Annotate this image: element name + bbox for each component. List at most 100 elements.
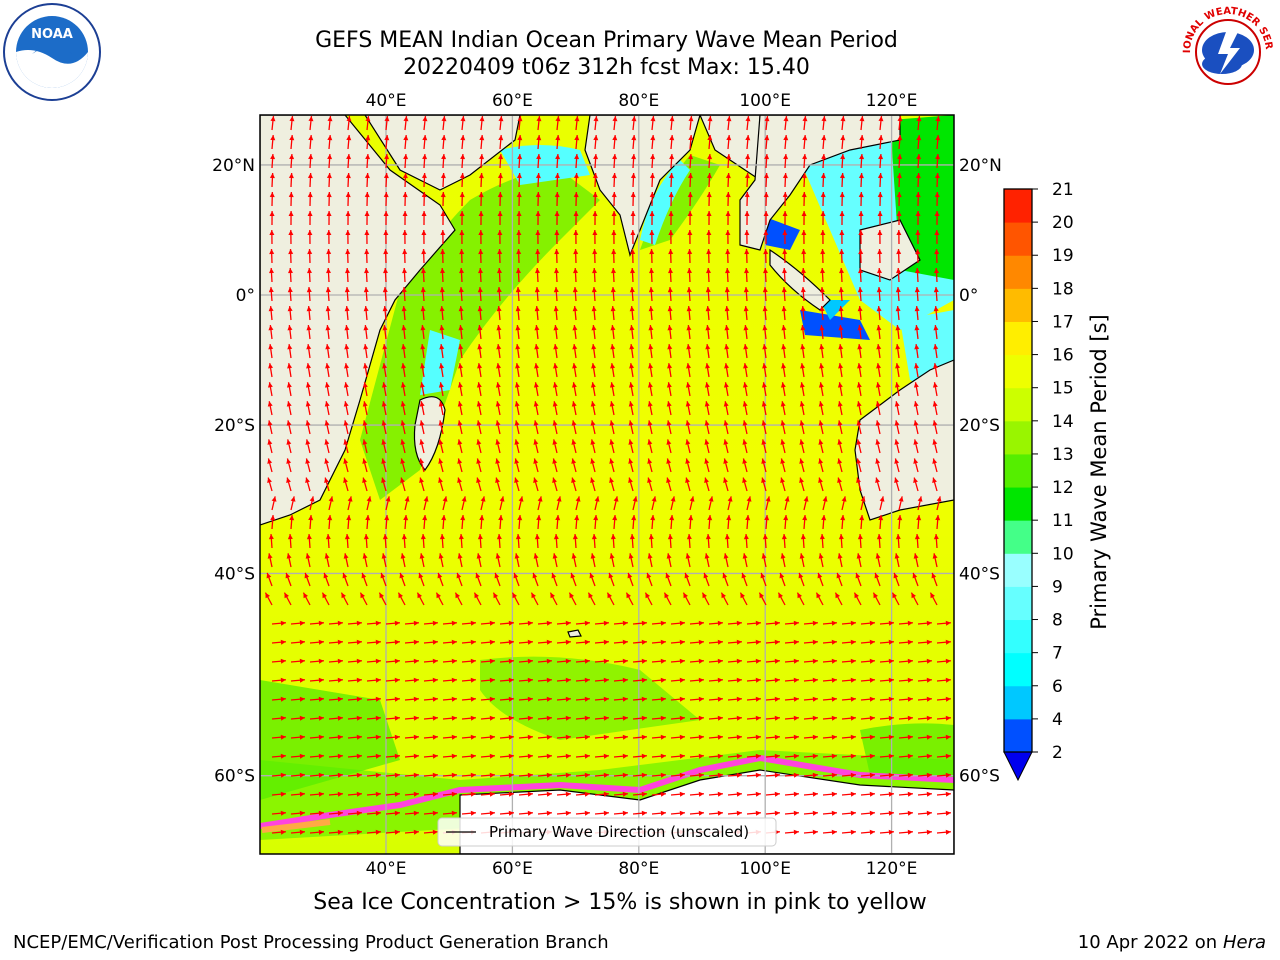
wave-arrowhead xyxy=(782,173,788,179)
wave-arrowhead xyxy=(819,534,825,540)
wave-arrowhead xyxy=(432,810,438,816)
wave-arrowhead xyxy=(744,268,749,274)
wave-arrowhead xyxy=(630,211,636,217)
wave-arrowhead xyxy=(679,753,685,759)
wave-arrowhead xyxy=(591,363,597,369)
wave-arrowhead xyxy=(755,677,761,683)
wave-arrowhead xyxy=(344,325,350,331)
wave-arrowhead xyxy=(280,658,286,664)
wave-arrowhead xyxy=(565,715,571,721)
wave-arrowhead xyxy=(608,572,614,579)
wave-arrowhead xyxy=(763,268,768,274)
wave-arrowhead xyxy=(736,620,742,626)
wave-arrowhead xyxy=(626,592,631,599)
wave-arrowhead xyxy=(926,639,932,645)
wave-arrowhead xyxy=(268,325,274,331)
wave-arrowhead xyxy=(423,496,429,502)
wave-arrowhead xyxy=(934,249,940,255)
wave-arrowhead xyxy=(878,515,884,521)
wave-arrowhead xyxy=(667,287,673,293)
wave-arrowhead xyxy=(451,658,457,664)
wave-arrowhead xyxy=(478,268,483,274)
wave-arrowhead xyxy=(343,420,349,426)
wave-arrowhead xyxy=(508,696,514,702)
wave-arrowhead xyxy=(793,734,799,740)
wave-arrowhead xyxy=(514,458,520,464)
wave-arrowhead xyxy=(324,439,330,445)
wave-arrowhead xyxy=(609,420,615,426)
wave-arrowhead xyxy=(685,382,691,388)
wave-arrowhead xyxy=(702,592,707,599)
wave-arrowhead xyxy=(609,382,615,388)
lon-tick-label: 120°E xyxy=(866,91,918,111)
wave-arrowhead xyxy=(288,192,294,198)
wave-arrowhead xyxy=(895,363,901,369)
wave-arrowhead xyxy=(495,382,501,388)
wave-arrowhead xyxy=(477,325,483,331)
wave-arrowhead xyxy=(527,677,533,683)
wave-arrowhead xyxy=(875,553,881,559)
wave-arrowhead xyxy=(935,116,941,122)
wave-arrowhead xyxy=(494,572,500,579)
wave-arrowhead xyxy=(325,306,331,312)
noaa-logo: NOAA xyxy=(3,3,101,101)
wave-arrowhead xyxy=(603,810,609,816)
wave-arrowhead xyxy=(782,268,787,274)
wave-arrowhead xyxy=(744,211,750,217)
wave-arrowhead xyxy=(869,677,875,683)
wave-arrowhead xyxy=(736,772,742,778)
wave-arrowhead xyxy=(839,249,845,255)
wave-arrowhead xyxy=(755,810,761,816)
wave-arrowhead xyxy=(305,458,311,464)
wave-arrowhead xyxy=(705,287,711,293)
wave-arrowhead xyxy=(898,496,904,502)
wave-arrowhead xyxy=(337,734,343,740)
wave-arrowhead xyxy=(432,829,438,835)
wave-arrowhead xyxy=(555,116,561,122)
wave-arrowhead xyxy=(913,401,919,407)
wave-arrowhead xyxy=(609,439,615,445)
wave-arrowhead xyxy=(441,135,447,141)
wave-arrowhead xyxy=(907,696,913,702)
wave-arrowhead xyxy=(343,553,349,559)
wave-arrowhead xyxy=(280,677,286,683)
wave-arrowhead xyxy=(876,363,882,369)
wave-arrowhead xyxy=(535,173,541,179)
wave-arrowhead xyxy=(800,325,806,331)
wave-arrowhead xyxy=(877,268,882,274)
wave-arrowhead xyxy=(679,772,685,778)
wave-arrowhead xyxy=(612,154,618,160)
colorbar-tick-label: 13 xyxy=(1052,445,1074,465)
wave-arrowhead xyxy=(533,382,539,388)
wave-arrowhead xyxy=(869,620,875,626)
wave-arrowhead xyxy=(945,753,951,759)
wave-arrowhead xyxy=(307,230,313,236)
wave-arrowhead xyxy=(356,734,362,740)
wave-arrowhead xyxy=(362,477,367,484)
wave-arrowhead xyxy=(508,658,514,664)
wave-arrowhead xyxy=(584,810,590,816)
colorbar-swatch xyxy=(1004,487,1032,521)
wave-arrowhead xyxy=(439,306,445,312)
wave-arrowhead xyxy=(432,620,438,626)
wave-arrowhead xyxy=(665,572,671,579)
wave-arrowhead xyxy=(343,401,349,407)
wave-arrowhead xyxy=(932,401,938,407)
wave-arrowhead xyxy=(762,287,768,293)
wave-arrowhead xyxy=(402,173,408,179)
wave-arrowhead xyxy=(926,620,932,626)
wave-arrowhead xyxy=(459,192,465,198)
wave-arrowhead xyxy=(496,344,502,350)
wave-arrowhead xyxy=(508,791,514,797)
wave-arrowhead xyxy=(432,696,438,702)
wave-arrowhead xyxy=(571,458,577,464)
wave-arrowhead xyxy=(394,696,400,702)
wave-arrowhead xyxy=(517,515,523,521)
wave-arrowhead xyxy=(641,715,647,721)
wave-arrowhead xyxy=(914,306,920,312)
wave-arrowhead xyxy=(717,715,723,721)
wave-arrowhead xyxy=(400,420,406,426)
wave-arrowhead xyxy=(384,116,390,122)
wave-arrowhead xyxy=(760,572,766,579)
wave-arrowhead xyxy=(375,696,381,702)
